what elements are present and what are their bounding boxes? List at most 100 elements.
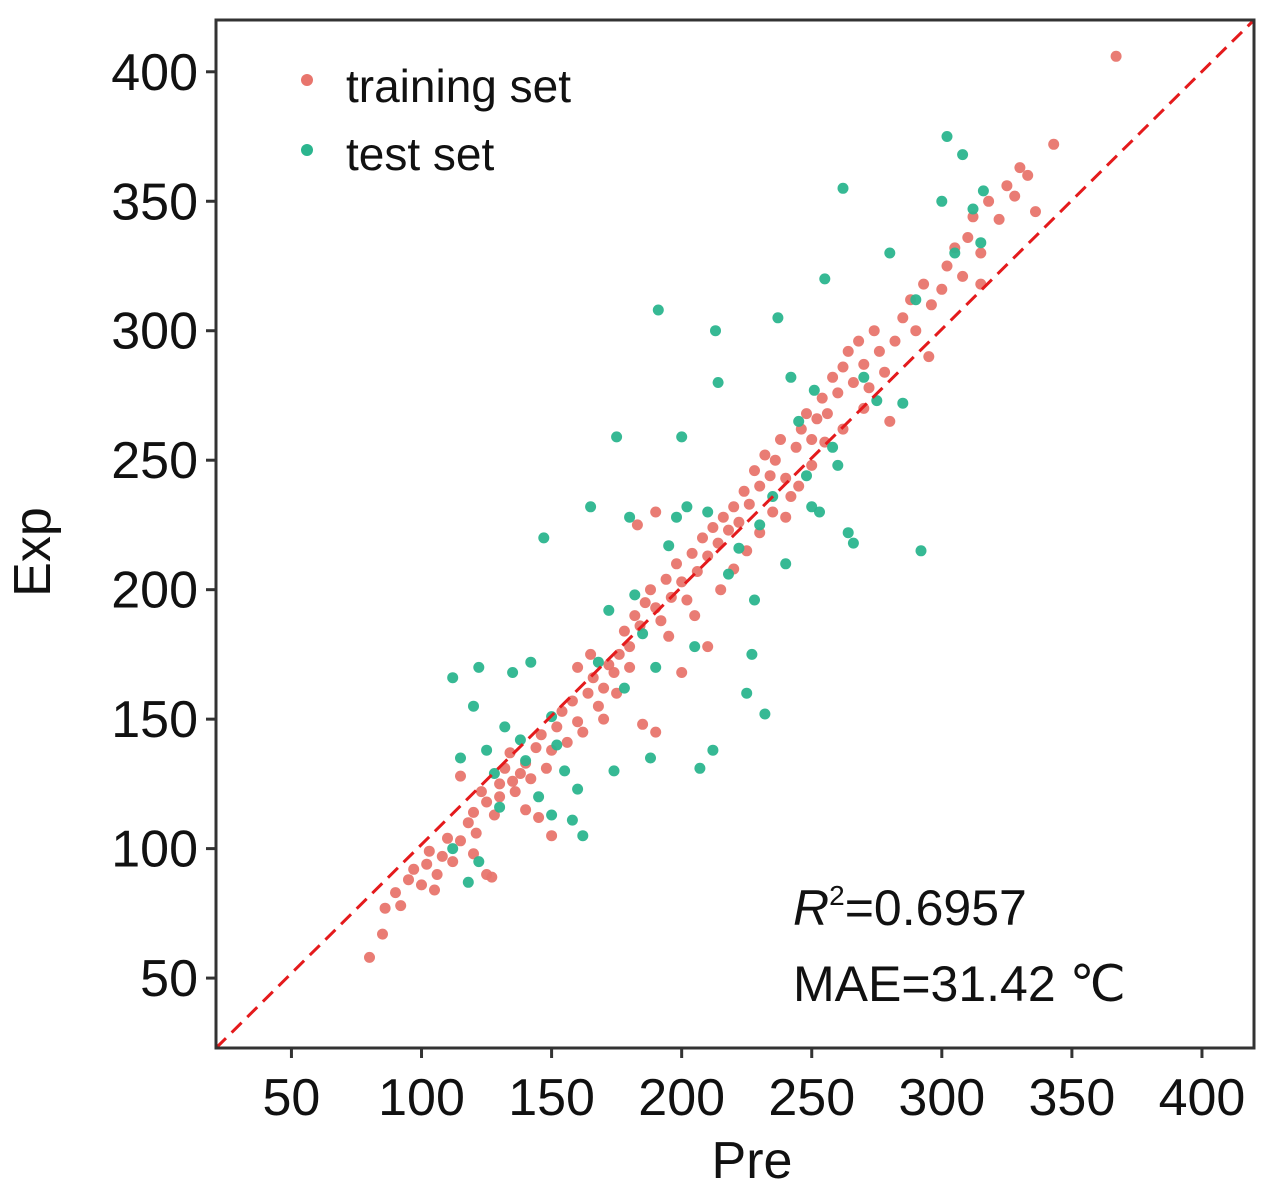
training-point <box>723 524 734 536</box>
test-point <box>572 783 584 795</box>
training-point <box>676 667 688 678</box>
training-point <box>863 382 875 394</box>
training-point <box>1110 50 1122 62</box>
training-point <box>436 850 448 862</box>
training-point <box>879 366 891 378</box>
training-point <box>832 387 844 399</box>
test-point <box>842 527 854 539</box>
test-point <box>793 415 805 427</box>
training-point <box>1030 206 1041 218</box>
training-point <box>650 726 662 738</box>
x-tick-label: 350 <box>1029 1069 1116 1127</box>
training-point <box>481 796 493 808</box>
test-point <box>936 195 948 207</box>
y-tick-label: 200 <box>111 562 198 620</box>
training-point <box>853 335 865 347</box>
training-point <box>910 325 922 337</box>
training-point <box>936 283 948 295</box>
training-point <box>462 817 474 829</box>
training-point <box>624 641 636 653</box>
training-point <box>759 449 771 461</box>
training-point <box>390 887 401 899</box>
test-point <box>538 532 550 544</box>
mae-annotation: MAE=31.42 ℃ <box>793 956 1126 1012</box>
training-point <box>754 480 766 492</box>
test-point <box>741 687 753 699</box>
x-tick-label: 100 <box>378 1069 465 1127</box>
training-point <box>1001 180 1013 192</box>
training-point <box>819 436 831 448</box>
training-point <box>455 770 466 782</box>
test-point <box>514 734 526 746</box>
plot-frame <box>214 18 1256 1050</box>
training-point <box>811 413 823 425</box>
training-point <box>592 700 604 712</box>
training-point <box>749 465 760 477</box>
training-point <box>509 786 521 798</box>
test-point <box>551 739 563 751</box>
test-point <box>759 708 771 720</box>
test-point <box>827 441 839 453</box>
training-point <box>470 827 482 839</box>
test-point <box>624 511 636 523</box>
training-point <box>546 830 558 842</box>
training-point <box>884 415 896 427</box>
test-point <box>533 791 545 803</box>
training-point <box>733 516 745 528</box>
training-point <box>572 716 584 728</box>
training-point <box>475 786 487 798</box>
training-point <box>629 610 641 622</box>
training-point <box>582 687 594 699</box>
training-point <box>790 441 802 453</box>
training-point <box>468 848 479 860</box>
training-point <box>686 547 698 559</box>
training-point <box>1014 162 1026 174</box>
legend-label-test: test set <box>346 128 495 180</box>
training-point <box>767 506 779 518</box>
training-point <box>442 832 453 844</box>
training-point <box>408 863 420 875</box>
training-point <box>754 527 766 539</box>
x-tick-label: 300 <box>898 1069 985 1127</box>
test-point <box>808 384 820 396</box>
training-point <box>507 775 519 787</box>
test-point <box>650 661 662 673</box>
training-point <box>764 470 776 482</box>
points-layer <box>364 50 1122 963</box>
test-point <box>592 656 604 668</box>
y-tick-label: 350 <box>111 173 198 231</box>
test-point <box>785 371 797 383</box>
training-point <box>957 270 969 282</box>
training-point <box>377 928 388 940</box>
training-point <box>707 522 719 533</box>
training-point <box>608 667 620 678</box>
training-point <box>967 211 979 223</box>
test-point <box>637 628 649 640</box>
training-point <box>873 345 885 357</box>
test-point <box>712 377 724 388</box>
training-point <box>637 718 649 730</box>
test-point <box>910 294 922 306</box>
test-point <box>546 809 558 821</box>
training-point <box>897 312 909 324</box>
training-point <box>780 511 792 523</box>
training-point <box>728 501 740 513</box>
test-point <box>676 431 688 443</box>
training-point <box>681 594 693 606</box>
test-point <box>819 273 831 285</box>
test-point <box>645 752 656 764</box>
training-point <box>847 377 859 388</box>
training-point <box>712 537 724 549</box>
test-point <box>681 501 693 513</box>
test-point <box>897 397 909 409</box>
training-point <box>769 454 781 466</box>
test-point <box>473 856 485 868</box>
test-point <box>832 459 844 471</box>
training-point <box>603 659 615 671</box>
training-point <box>715 584 727 596</box>
test-point <box>915 545 927 557</box>
y-axis: 50 100 150 200 250 300 350 400 <box>111 44 216 1008</box>
y-tick-label: 100 <box>111 821 198 879</box>
test-point <box>447 843 459 855</box>
test-point <box>689 641 701 653</box>
